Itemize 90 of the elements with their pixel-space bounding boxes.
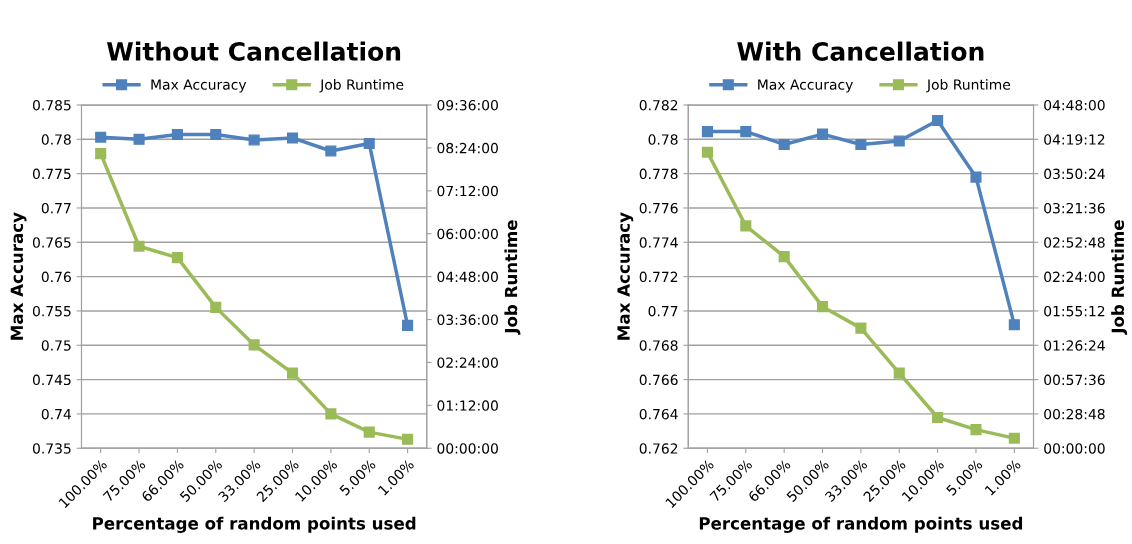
point	[893, 367, 905, 379]
y2-tick-label: 02:24:00	[1044, 271, 1105, 283]
legend-label: Job Runtime	[926, 79, 1011, 93]
point	[816, 301, 829, 313]
chart-title: Without Cancellation	[106, 41, 401, 61]
point	[970, 171, 982, 183]
legend-label: Max Accuracy	[758, 79, 853, 93]
point	[1008, 319, 1020, 331]
y-tick-label: 0.76	[41, 271, 71, 283]
y2-tick-label: 04:48:00	[1044, 99, 1105, 111]
point	[171, 252, 183, 264]
point	[363, 426, 375, 438]
y-tick-label: 0.778	[639, 168, 678, 180]
point	[701, 146, 713, 158]
point	[133, 133, 145, 145]
point	[286, 367, 299, 379]
point	[893, 135, 905, 147]
y-tick-label: 0.755	[32, 305, 71, 317]
point	[740, 220, 752, 232]
point	[286, 132, 299, 144]
y-tick-label: 0.785	[32, 99, 71, 111]
y-tick-label: 0.765	[32, 237, 71, 248]
point	[210, 301, 222, 313]
y2-tick-label: 04:48:00	[437, 271, 498, 283]
chart-title: With Cancellation	[737, 41, 984, 61]
y2-tick-label: 00:28:48	[1044, 408, 1105, 420]
y-tick-label: 0.735	[32, 443, 71, 454]
x-axis-title: Percentage of random points used	[93, 516, 416, 533]
point	[133, 240, 145, 252]
y-tick-label: 0.774	[639, 237, 678, 248]
point	[816, 128, 829, 140]
point	[402, 433, 414, 445]
y-tick-label: 0.768	[639, 340, 678, 351]
legend-label: Job Runtime	[319, 79, 404, 93]
y-tick-label: 0.78	[41, 134, 71, 145]
point	[778, 138, 790, 151]
y2-tick-label: 01:55:12	[1044, 305, 1105, 317]
point	[1008, 432, 1020, 444]
legend-label: Max Accuracy	[151, 79, 247, 93]
point	[932, 411, 944, 424]
y-tick-label: 0.745	[32, 374, 71, 386]
y2-tick-label: 01:26:24	[1044, 340, 1105, 351]
y-tick-label: 0.772	[639, 271, 678, 283]
y2-tick-label: 01:12:00	[437, 400, 498, 411]
y-tick-label: 0.764	[639, 408, 678, 420]
y2-tick-label: 00:57:36	[1044, 374, 1105, 386]
y-tick-label: 0.766	[639, 374, 678, 386]
x-axis-title: Percentage of random points used	[699, 516, 1023, 533]
point	[95, 131, 107, 143]
y2-tick-label: 09:36:00	[437, 99, 498, 111]
y2-tick-label: 00:00:00	[437, 443, 498, 454]
y2-axis-title: Job Runtime	[504, 220, 521, 335]
point	[248, 339, 260, 351]
y2-tick-label: 03:21:36	[1044, 202, 1105, 214]
y2-tick-label: 02:52:48	[1044, 237, 1105, 248]
y-tick-label: 0.78	[648, 134, 678, 145]
y-axis-title: Max Accuracy	[10, 212, 27, 340]
point	[970, 424, 982, 436]
y2-tick-label: 06:00:00	[437, 228, 498, 240]
point	[740, 126, 752, 138]
point	[325, 408, 337, 420]
point	[855, 322, 867, 334]
point	[701, 126, 713, 138]
point	[363, 137, 375, 149]
y-tick-label: 0.77	[648, 305, 678, 317]
y-tick-label: 0.77	[41, 202, 71, 214]
y-axis-title: Max Accuracy	[617, 212, 634, 340]
y2-tick-label: 03:36:00	[437, 314, 498, 326]
point	[248, 134, 260, 146]
y2-tick-label: 07:12:00	[437, 185, 498, 197]
y2-tick-label: 00:00:00	[1044, 443, 1105, 454]
point	[171, 128, 183, 141]
point	[778, 251, 790, 263]
y2-tick-label: 02:24:00	[437, 357, 498, 368]
y-tick-label: 0.782	[639, 99, 678, 111]
y-tick-label: 0.74	[41, 408, 71, 420]
point	[402, 319, 414, 331]
y-tick-label: 0.776	[639, 202, 678, 214]
y2-tick-label: 04:19:12	[1044, 134, 1105, 145]
y2-tick-label: 08:24:00	[437, 142, 498, 154]
y-tick-label: 0.775	[32, 168, 71, 180]
y-tick-label: 0.762	[639, 443, 678, 454]
point	[932, 114, 944, 126]
point	[855, 138, 867, 151]
point	[210, 128, 222, 141]
y2-axis-title: Job Runtime	[1111, 220, 1128, 335]
point	[325, 145, 337, 157]
y2-tick-label: 03:50:24	[1044, 168, 1105, 180]
y-tick-label: 0.75	[41, 340, 71, 351]
point	[95, 148, 107, 160]
